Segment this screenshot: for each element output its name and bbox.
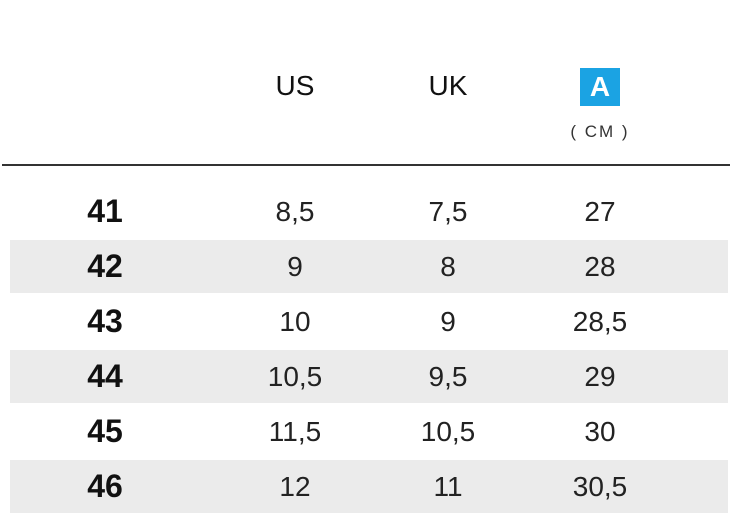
table-row: 44 10,5 9,5 29: [10, 350, 728, 403]
size-eu: 46: [87, 468, 123, 504]
table-row: 46 12 11 30,5: [10, 460, 728, 513]
unit-label: ( CM ): [570, 122, 630, 141]
size-cell: 8: [440, 251, 456, 282]
size-eu: 45: [87, 413, 123, 449]
size-cell: 29: [584, 361, 616, 392]
column-header: UK: [428, 70, 468, 101]
size-eu: 42: [87, 248, 123, 284]
size-cell: 9: [440, 306, 456, 337]
size-eu: 41: [87, 193, 123, 229]
table-row: 42 9 8 28: [10, 240, 728, 293]
size-cell: 8,5: [275, 196, 315, 227]
size-cell: 9,5: [428, 361, 468, 392]
size-eu: 44: [87, 358, 123, 394]
size-cell: 30,5: [572, 471, 628, 502]
table-row: 41 8,5 7,5 27: [10, 185, 728, 238]
size-cell: 10: [279, 306, 311, 337]
size-cell: 10,5: [267, 361, 323, 392]
size-cell: 10,5: [420, 416, 476, 447]
size-cell: 27: [584, 196, 616, 227]
column-badge: A: [580, 68, 620, 106]
header-rule: [2, 164, 730, 166]
size-cell: 28,5: [572, 306, 628, 337]
table-row: 45 11,5 10,5 30: [10, 405, 728, 458]
size-eu: 43: [87, 303, 123, 339]
size-cell: 30: [584, 416, 616, 447]
size-cell: 7,5: [428, 196, 468, 227]
table-row: 43 10 9 28,5: [10, 295, 728, 348]
column-header: US: [275, 70, 315, 101]
size-cell: 9: [287, 251, 303, 282]
size-cell: 12: [279, 471, 311, 502]
size-cell: 11,5: [268, 416, 322, 447]
size-cell: 28: [584, 251, 616, 282]
size-cell: 11: [433, 471, 463, 502]
